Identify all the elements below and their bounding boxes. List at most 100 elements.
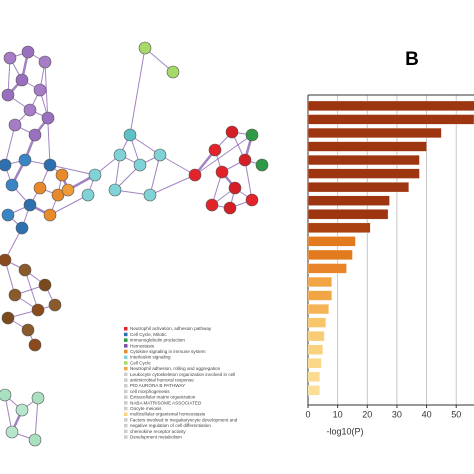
network-node — [208, 143, 222, 157]
bar — [308, 155, 420, 166]
network-node — [43, 208, 57, 222]
bars — [308, 100, 474, 396]
network-node — [8, 118, 22, 132]
bar — [308, 127, 442, 138]
network-node — [43, 158, 57, 172]
bar-chart: 0 10 20 30 40 50 -log10(P) — [305, 94, 474, 436]
network-node — [21, 45, 35, 59]
legend-label: cell morphogenesis — [130, 389, 170, 394]
network-node — [15, 73, 29, 87]
network-node — [225, 125, 239, 139]
network-node — [18, 263, 32, 277]
legend-swatch — [124, 372, 128, 377]
legend-label: Leukocyte cytoskeleton organization invo… — [130, 372, 235, 377]
network-node — [31, 391, 45, 405]
network-node — [0, 388, 12, 402]
bar — [308, 182, 409, 193]
legend-swatch — [124, 429, 128, 434]
network-node — [215, 165, 229, 179]
network-node — [28, 433, 42, 447]
network-node — [5, 178, 19, 192]
legend-label: antimicrobial humoral response — [130, 378, 194, 383]
legend-swatch — [124, 332, 128, 337]
network-edge — [129, 47, 146, 136]
network-node — [143, 188, 157, 202]
network-node — [123, 128, 137, 142]
bar — [308, 276, 332, 287]
network-node — [38, 55, 52, 69]
legend-swatch — [124, 327, 128, 331]
legend-swatch — [124, 366, 128, 371]
network-node — [3, 51, 17, 65]
network-node — [5, 425, 19, 439]
legend-swatch — [124, 418, 128, 422]
network-node — [31, 303, 45, 317]
network-node — [33, 83, 47, 97]
bar — [308, 331, 325, 342]
legend-label: chemokine receptor activity — [130, 429, 186, 434]
network-node — [1, 88, 15, 102]
legend-swatch — [124, 406, 128, 411]
network-edge — [49, 194, 89, 216]
bar — [308, 290, 332, 301]
legend-label: Hemostasis — [130, 343, 155, 348]
legend-swatch — [124, 401, 128, 405]
bar — [308, 304, 329, 315]
legend-swatch — [124, 378, 128, 382]
legend-swatch — [124, 344, 128, 348]
network-node — [223, 201, 237, 215]
network-node — [33, 181, 47, 195]
network-node — [23, 103, 37, 117]
network-node — [0, 253, 12, 267]
network-node — [15, 403, 29, 417]
legend-swatch — [124, 395, 128, 399]
network-node — [88, 168, 102, 182]
network-edge — [4, 124, 16, 166]
network-node — [138, 41, 152, 55]
bar — [308, 358, 322, 369]
legend-swatch — [124, 355, 128, 359]
network-node — [188, 168, 202, 182]
x-tick-label: 40 — [422, 409, 432, 419]
bar — [308, 385, 321, 396]
network-node — [245, 128, 259, 142]
legend-label: PID AURORA B PATHWAY — [130, 383, 185, 388]
network-node — [245, 193, 259, 207]
legend-label: multicellular organismal homeostasis — [130, 412, 206, 417]
network-node — [81, 188, 95, 202]
network-node — [1, 208, 15, 222]
legend-label: negative regulation of cell differentiat… — [130, 423, 211, 428]
legend-swatch — [124, 412, 128, 416]
network-node — [38, 278, 52, 292]
legend-label: NABA MATRISOME ASSOCIATED — [130, 400, 202, 405]
network-node — [28, 338, 42, 352]
network-edge — [194, 134, 253, 176]
network-node — [238, 153, 252, 167]
legend-label: Factors involved in megakaryocyte develo… — [130, 417, 238, 422]
network-node — [51, 188, 65, 202]
x-axis-label: -log10(P) — [326, 426, 363, 436]
legend-label: Development metabolism — [130, 435, 182, 440]
x-tick-label: 50 — [451, 409, 461, 419]
network-node — [23, 198, 37, 212]
network-node — [48, 298, 62, 312]
network-edge — [34, 397, 39, 441]
network-node — [41, 111, 55, 125]
bar — [308, 317, 326, 328]
network-edge — [244, 159, 253, 201]
bar — [308, 114, 474, 125]
x-tick-label: 0 — [305, 409, 310, 419]
network-node — [15, 221, 29, 235]
network-node — [228, 181, 242, 195]
legend-label: Oocyte meiosis — [130, 406, 162, 411]
network-node — [153, 148, 167, 162]
legend-label: Cytokine signaling in immune system — [130, 349, 206, 354]
legend-swatch — [124, 435, 128, 439]
network-edge — [149, 174, 196, 196]
legend-swatch — [124, 338, 128, 342]
bar — [308, 249, 353, 260]
network-node — [18, 153, 32, 167]
bar — [308, 195, 390, 206]
bar — [308, 263, 347, 274]
